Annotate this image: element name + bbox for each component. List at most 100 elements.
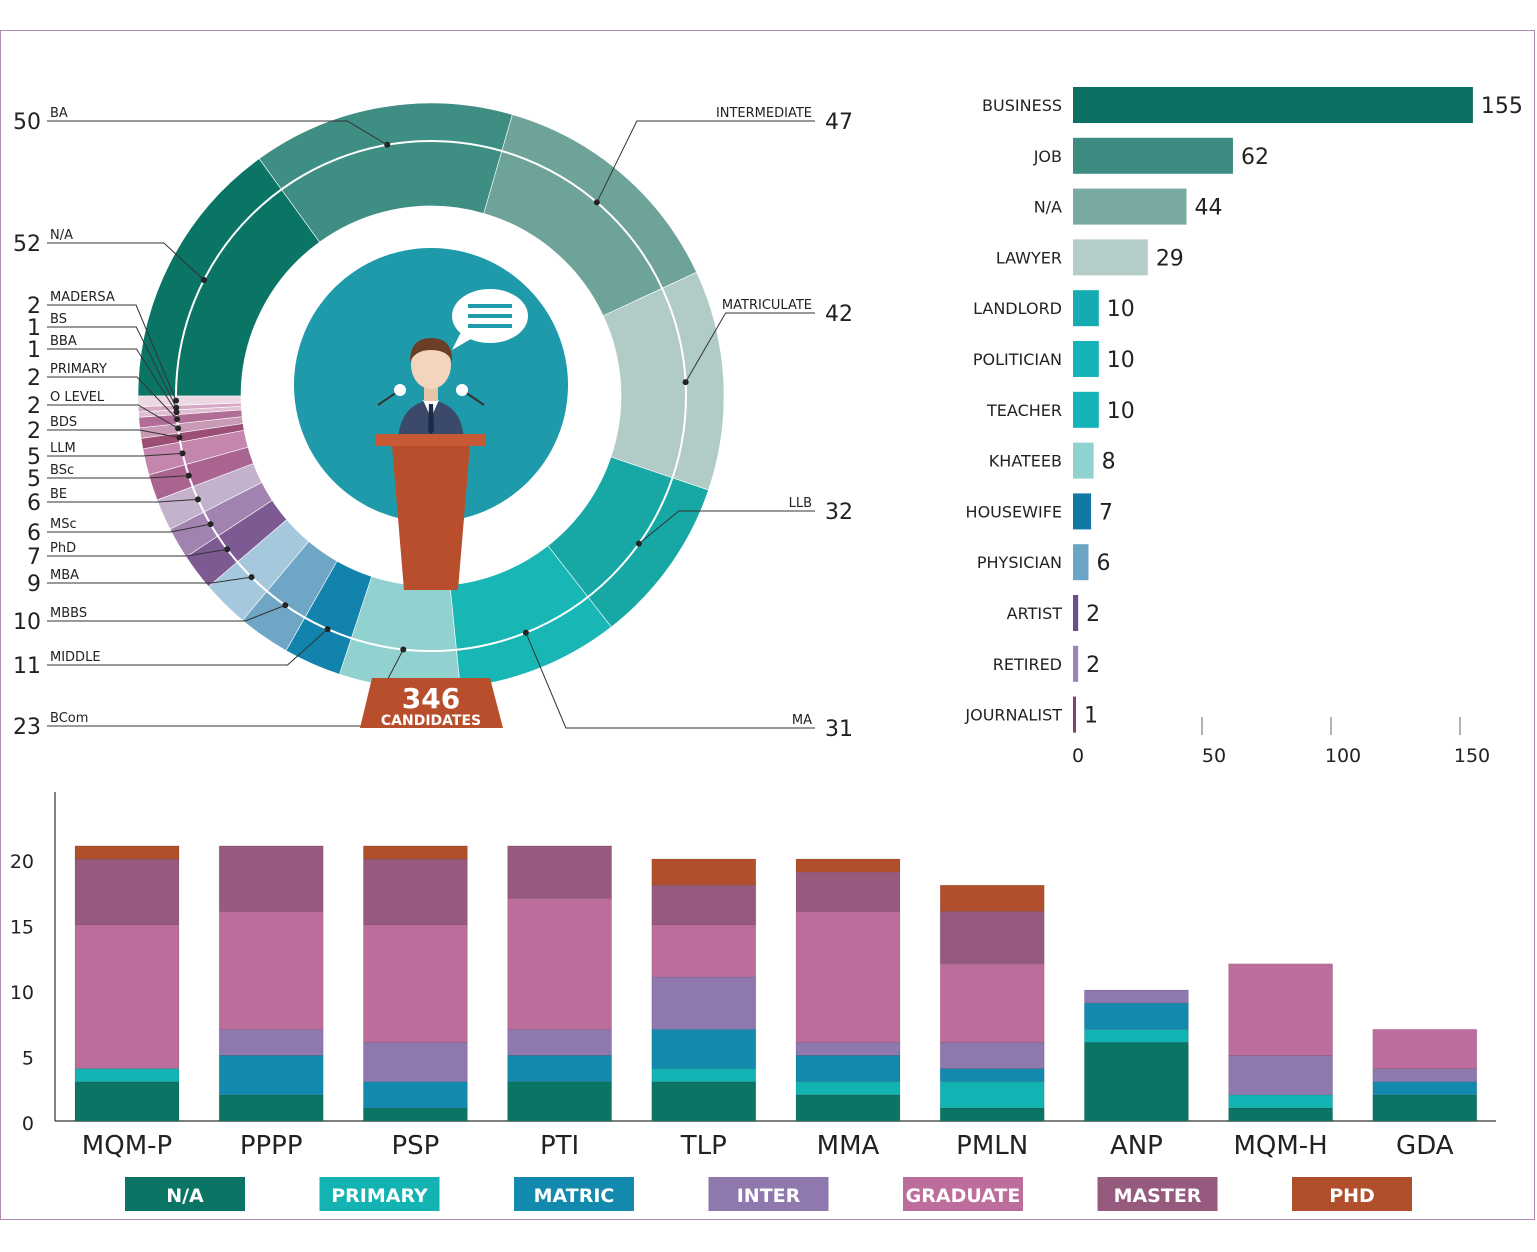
leader-line [47, 242, 205, 281]
profession-bar-retired [1073, 645, 1079, 682]
profession-value-housewife: 7 [1099, 500, 1113, 525]
donut-value-ma: 31 [825, 717, 853, 742]
profession-label-journalist: JOURNALIST [964, 706, 1062, 725]
stack-segment-tlp-primary [651, 1068, 757, 1083]
stack-segment-anp-inter [1084, 989, 1189, 1004]
stack-segment-mqm-h-n-a [1228, 1107, 1333, 1122]
profession-label-physician: PHYSICIAN [977, 553, 1062, 572]
stack-segment-mma-master [795, 871, 901, 912]
donut-value-llb: 32 [825, 500, 853, 525]
stack-segment-psp-phd [362, 845, 468, 860]
profession-bar-teacher [1073, 391, 1099, 428]
y-tick-label: 0 [22, 1113, 34, 1135]
stack-segment-pppp-graduate [218, 911, 324, 1030]
leader-line [47, 348, 177, 413]
donut-value-llm: 5 [27, 445, 41, 470]
stack-segment-gda-graduate [1372, 1028, 1478, 1070]
stack-segment-mqm-p-graduate [74, 924, 180, 1070]
donut-label-o-level: O LEVEL [50, 390, 105, 405]
stack-segment-mqm-p-master [74, 858, 180, 925]
party-label-gda: GDA [1396, 1131, 1454, 1161]
stack-segment-mqm-p-phd [74, 845, 180, 860]
party-label-mma: MMA [817, 1131, 880, 1161]
donut-label-phd: PhD [50, 541, 76, 556]
profession-label-job: JOB [1033, 147, 1062, 166]
stack-segment-pppp-n-a [218, 1094, 324, 1122]
profession-label-housewife: HOUSEWIFE [966, 502, 1062, 521]
profession-label-retired: RETIRED [993, 655, 1062, 674]
donut-label-llb: LLB [789, 496, 812, 511]
donut-value-mba: 9 [27, 572, 41, 597]
stack-segment-mma-matric [795, 1055, 901, 1083]
party-education-stacked-chart: 0 5 10 15 20 MQM-P PPPP PSP PTI TLP MMA PMLN ANP MQM-… [10, 792, 1496, 1161]
donut-value-ba: 50 [13, 110, 41, 135]
profession-bar-job [1073, 137, 1233, 174]
legend-swatch-inter [708, 1177, 829, 1211]
leader-line [47, 452, 183, 457]
stack-segment-anp-primary [1084, 1028, 1189, 1043]
donut-value-bba: 1 [27, 338, 41, 363]
y-tick-label: 20 [10, 851, 34, 873]
donut-label-middle: MIDDLE [50, 650, 101, 665]
donut-label-madersa: MADERSA [50, 290, 115, 305]
speaker-person-icon [377, 338, 485, 440]
profession-label-n-a: N/A [1034, 198, 1062, 217]
donut-value-o-level: 2 [27, 394, 41, 419]
legend-label-phd: PHD [1329, 1185, 1375, 1207]
stack-segment-anp-matric [1084, 1002, 1189, 1030]
stack-segment-tlp-master [651, 884, 757, 925]
legend-swatch-primary [319, 1177, 440, 1211]
stack-segment-gda-inter [1372, 1068, 1478, 1083]
stack-segment-pti-inter [507, 1028, 613, 1056]
stack-segment-anp-n-a [1084, 1042, 1189, 1122]
leader-line [47, 376, 178, 420]
party-label-anp: ANP [1110, 1131, 1163, 1161]
profession-value-teacher: 10 [1107, 399, 1135, 424]
party-label-pmln: PMLN [956, 1131, 1028, 1161]
stack-segment-gda-n-a [1372, 1094, 1478, 1122]
donut-value-be: 6 [27, 491, 41, 516]
leader-line [47, 628, 328, 666]
donut-value-intermediate: 47 [825, 110, 853, 135]
donut-label-be: BE [50, 487, 67, 502]
legend-label-primary: PRIMARY [331, 1185, 428, 1207]
profession-value-n-a: 44 [1195, 196, 1223, 221]
x-tick-label: 100 [1325, 745, 1361, 767]
speech-bubble-icon [452, 289, 528, 350]
y-tick-label: 10 [10, 982, 34, 1004]
profession-label-landlord: LANDLORD [973, 299, 1062, 318]
stack-segment-pmln-n-a [939, 1107, 1045, 1122]
donut-value-madersa: 2 [27, 294, 41, 319]
donut-value-n-a: 52 [13, 232, 41, 257]
legend-swatch-graduate [903, 1177, 1023, 1211]
donut-value-bs: 1 [27, 316, 41, 341]
donut-label-llm: LLM [50, 441, 76, 456]
party-label-tlp: TLP [680, 1131, 727, 1161]
profession-value-job: 62 [1241, 145, 1269, 170]
profession-bar-physician [1073, 544, 1089, 581]
profession-bar-landlord [1073, 290, 1099, 327]
profession-bar-housewife [1073, 493, 1092, 530]
profession-value-artist: 2 [1086, 602, 1100, 627]
speaker-illustration: 346 CANDIDATES [294, 248, 568, 729]
stack-segment-psp-master [362, 858, 468, 925]
donut-value-bsc: 5 [27, 467, 41, 492]
stack-segment-pmln-primary [939, 1081, 1045, 1109]
stack-segment-mma-phd [795, 858, 901, 873]
legend-swatch-phd [1292, 1177, 1412, 1211]
donut-label-bsc: BSc [50, 463, 74, 478]
stack-segment-pppp-inter [218, 1028, 324, 1056]
stack-segment-mqm-h-inter [1228, 1055, 1333, 1096]
leader-line [685, 312, 815, 383]
leader-line [47, 304, 177, 401]
podium-icon [360, 434, 503, 728]
leader-line [525, 632, 815, 729]
profession-label-lawyer: LAWYER [996, 248, 1062, 267]
donut-inner-ring [175, 140, 687, 652]
stack-segment-mqm-p-n-a [74, 1081, 180, 1122]
stack-segment-mqm-h-primary [1228, 1094, 1333, 1109]
stack-segment-pmln-graduate [939, 963, 1045, 1043]
stack-segment-pmln-matric [939, 1068, 1045, 1083]
